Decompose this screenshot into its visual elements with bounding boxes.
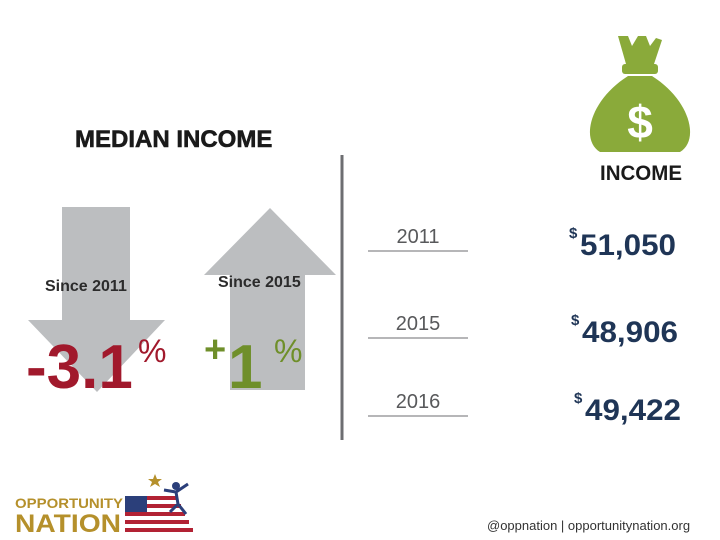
icon-symbol: $ xyxy=(627,96,653,148)
change-sign: + xyxy=(204,329,226,371)
change-label: Since 2011 xyxy=(45,278,127,295)
change-label: Since 2015 xyxy=(218,274,301,291)
title: MEDIAN INCOME xyxy=(75,126,272,153)
year: 2011 xyxy=(396,226,439,248)
change-unit: % xyxy=(138,333,166,369)
down-arrow xyxy=(28,207,165,392)
icon-label: INCOME xyxy=(600,162,682,185)
currency: $ xyxy=(569,225,578,242)
year: 2016 xyxy=(396,391,441,413)
up-arrow xyxy=(204,208,336,390)
logo-text: OPPORTUNITY xyxy=(15,495,124,511)
logo: OPPORTUNITY NATION xyxy=(15,474,193,538)
amount: 48,906 xyxy=(582,316,678,349)
year: 2015 xyxy=(396,313,441,335)
logo-text: NATION xyxy=(15,510,121,538)
money-bag-icon: $ xyxy=(589,36,691,152)
footer: @oppnation | opportunitynation.org xyxy=(487,518,690,533)
amount: 49,422 xyxy=(585,394,681,427)
currency: $ xyxy=(571,312,580,329)
currency: $ xyxy=(574,390,583,407)
change-value: -3.1 xyxy=(26,333,133,402)
change-unit: % xyxy=(274,333,302,369)
amount: 51,050 xyxy=(580,229,676,262)
income-table: 2011 $51,050 2015 $48,906 2016 $49,422 xyxy=(368,225,681,427)
change-value: 1 xyxy=(228,333,262,402)
